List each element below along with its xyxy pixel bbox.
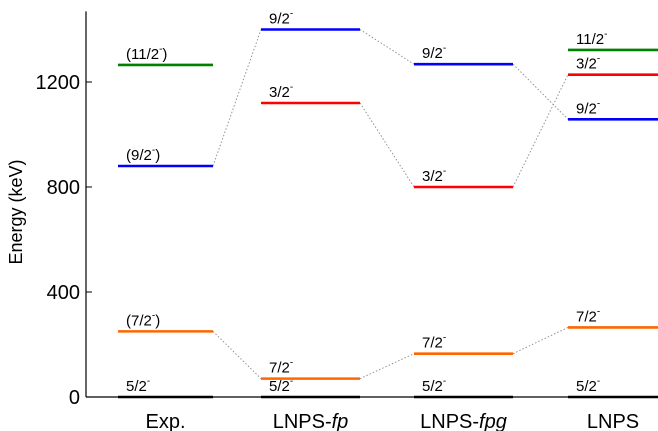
- connector-line: [212, 331, 262, 379]
- level-label: 5/2-: [422, 376, 446, 395]
- x-category-label: LNPS-fpg: [420, 411, 507, 431]
- level-label: 7/2-: [269, 358, 293, 377]
- level-label: 5/2-: [576, 376, 600, 395]
- x-category-label: Exp.: [145, 411, 185, 431]
- connector-line: [359, 353, 415, 380]
- connector-line: [359, 29, 415, 65]
- connector-line: [512, 327, 569, 355]
- x-category-label: LNPS: [587, 411, 639, 431]
- level-label: 11/2-: [576, 29, 607, 48]
- level-label: (7/2-): [126, 310, 160, 329]
- level-label: 5/2-: [269, 376, 293, 395]
- level-label: 9/2-: [269, 9, 293, 28]
- level-label: (9/2-): [126, 145, 160, 164]
- level-label: 7/2-: [576, 306, 600, 325]
- level-label: 9/2-: [576, 98, 600, 117]
- connector-line: [212, 29, 262, 167]
- y-tick-label: 800: [47, 177, 80, 199]
- level-label: (11/2-): [126, 44, 167, 63]
- level-label: 5/2-: [126, 376, 150, 395]
- y-tick-label: 1200: [36, 72, 81, 94]
- level-bars: [118, 28, 658, 399]
- level-labels: 5/2-(7/2-)(9/2-)(11/2-)5/2-7/2-3/2-9/2-5…: [126, 9, 607, 396]
- y-axis: 0 400 800 1200: [36, 11, 658, 409]
- level-label: 3/2-: [422, 166, 446, 185]
- level-label: 3/2-: [269, 82, 293, 101]
- level-label: 7/2-: [422, 333, 446, 352]
- connector-line: [359, 102, 415, 188]
- level-label: 9/2-: [422, 43, 446, 62]
- connector-lines: [212, 29, 569, 398]
- y-axis-title: Energy (keV): [6, 159, 26, 264]
- connector-line: [512, 63, 569, 120]
- y-tick-label: 400: [47, 282, 80, 304]
- x-category-label: LNPS-fp: [273, 411, 349, 431]
- y-tick-label: 0: [69, 387, 80, 409]
- level-label: 3/2-: [576, 54, 600, 73]
- x-category-labels: Exp. LNPS-fp LNPS-fpg LNPS: [145, 411, 639, 431]
